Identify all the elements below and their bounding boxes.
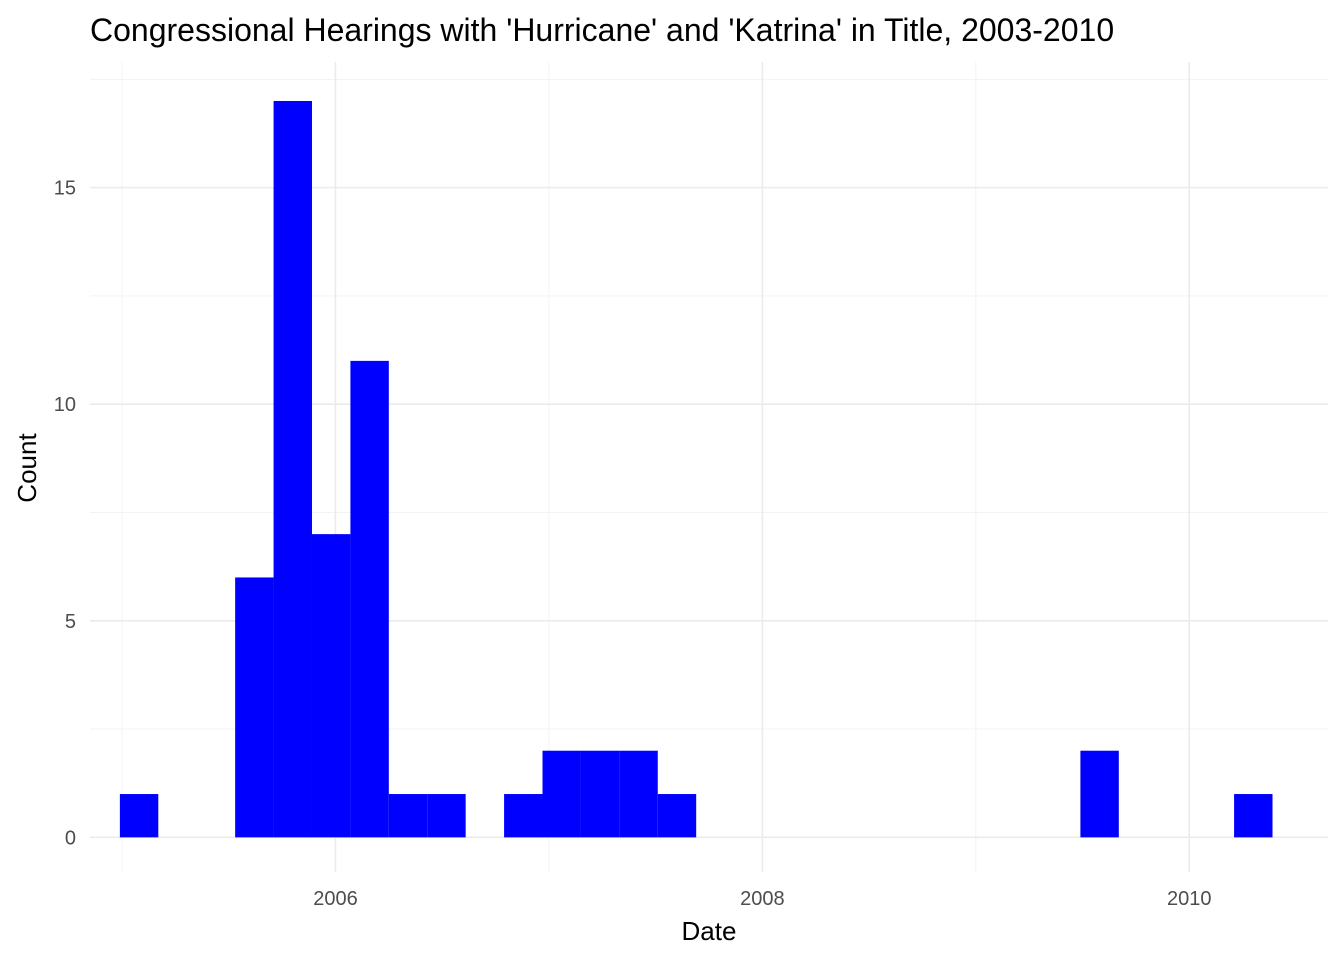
histogram-bar (235, 577, 274, 838)
histogram-bar (619, 750, 658, 838)
y-tick-label: 15 (54, 178, 76, 200)
x-tick-label: 2006 (313, 888, 358, 910)
histogram-bar (119, 794, 159, 838)
bars (119, 100, 1273, 838)
y-tick-label: 10 (54, 394, 76, 416)
histogram-bar (427, 794, 466, 838)
x-axis-ticks: 2006 2008 2010 (313, 888, 1211, 910)
histogram-bar (657, 794, 697, 838)
chart-title: Congressional Hearings with 'Hurricane' … (90, 12, 1114, 48)
histogram-bar (1080, 750, 1119, 838)
x-tick-label: 2008 (740, 888, 785, 910)
y-axis-ticks: 0 5 10 15 (54, 178, 76, 850)
histogram-bar (1234, 794, 1273, 838)
y-axis-title: Count (12, 433, 42, 503)
histogram-bar (580, 750, 620, 838)
x-axis-title: Date (682, 916, 737, 946)
histogram-bar (504, 794, 543, 838)
histogram-bar (311, 534, 351, 838)
y-tick-label: 5 (65, 611, 76, 633)
histogram-bar (388, 794, 428, 838)
y-tick-label: 0 (65, 827, 76, 849)
x-tick-label: 2010 (1167, 888, 1212, 910)
histogram-bar (350, 360, 389, 838)
histogram-bar (273, 100, 312, 838)
histogram-bar (542, 750, 581, 838)
